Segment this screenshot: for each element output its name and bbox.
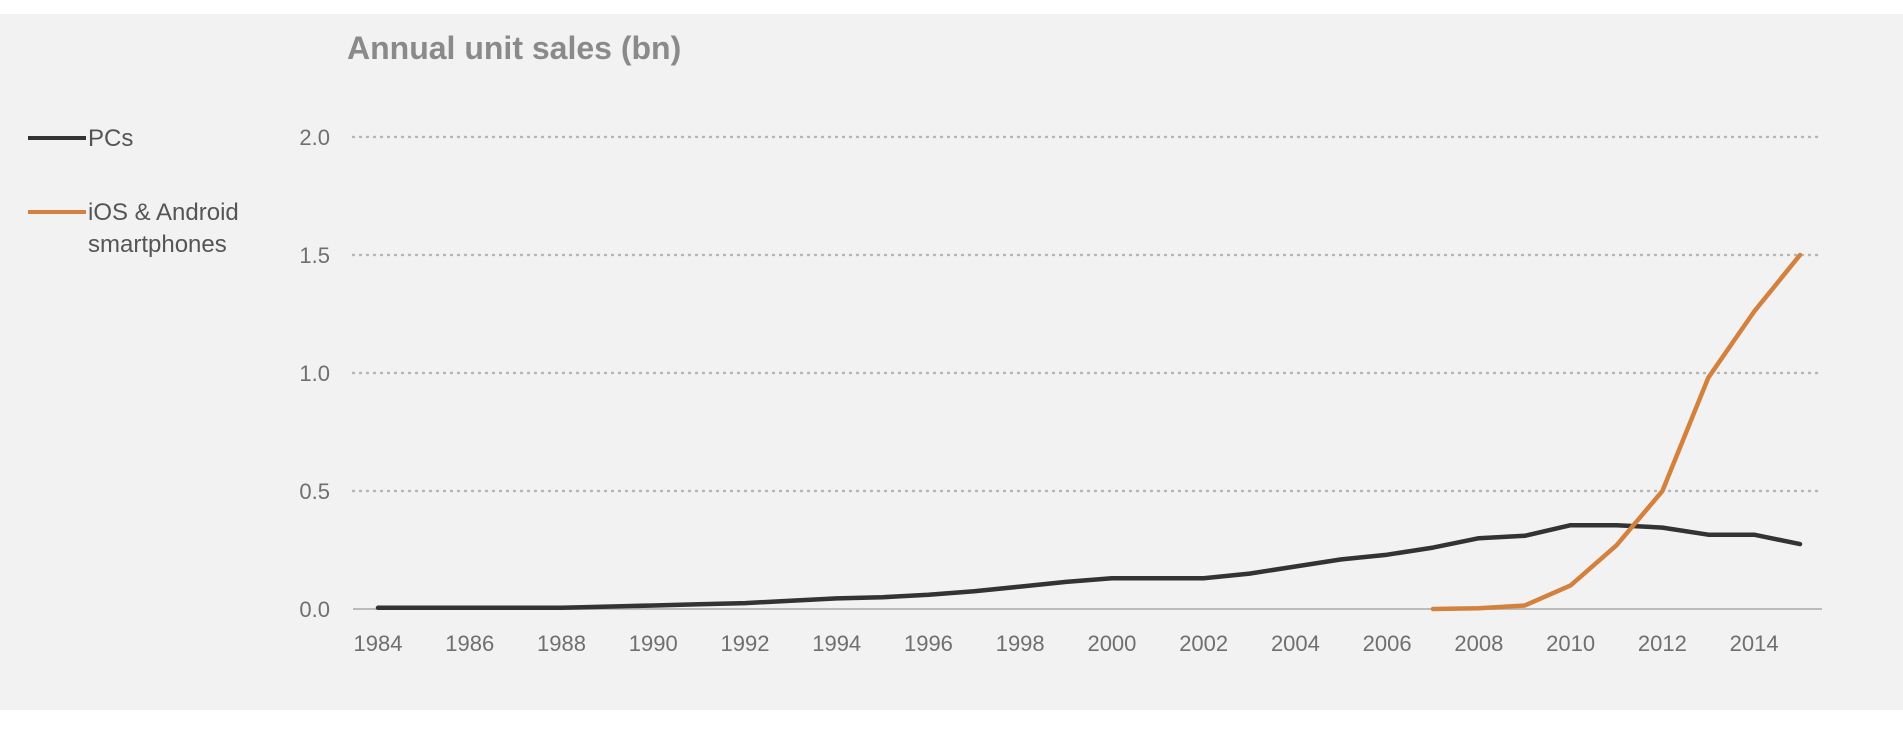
- x-tick-label: 1996: [904, 631, 953, 656]
- x-axis-ticks: 1984 1986 1988 1990 1992 1994 1996 1998 2000 2002…: [354, 631, 1779, 656]
- legend-label: PCs: [88, 125, 133, 152]
- chart-panel: Annual unit sales (bn) PCs iOS & Android s…: [0, 14, 1903, 710]
- y-tick-label: 1.0: [299, 361, 330, 386]
- x-tick-label: 1986: [445, 631, 494, 656]
- x-tick-label: 1990: [629, 631, 678, 656]
- x-tick-label: 1998: [996, 631, 1045, 656]
- x-tick-label: 2008: [1454, 631, 1503, 656]
- gridlines: [351, 135, 1824, 493]
- x-tick-label: 2010: [1546, 631, 1595, 656]
- chart-title: Annual unit sales (bn): [347, 30, 681, 66]
- legend-label: iOS & Android: [88, 199, 239, 226]
- x-tick-label: 1984: [354, 631, 403, 656]
- x-tick-label: 2002: [1179, 631, 1228, 656]
- series-line-1: [375, 522, 1803, 611]
- x-tick-label: 2012: [1638, 631, 1687, 656]
- series-lines: [375, 252, 1803, 612]
- x-tick-label: 1992: [720, 631, 769, 656]
- x-tick-label: 2004: [1271, 631, 1320, 656]
- x-tick-label: 2014: [1730, 631, 1779, 656]
- x-tick-label: 2006: [1363, 631, 1412, 656]
- legend: PCs iOS & Android smartphones: [28, 125, 239, 258]
- legend-label: smartphones: [88, 231, 227, 258]
- y-axis-ticks: 0.0 0.5 1.0 1.5 2.0: [299, 125, 330, 622]
- x-tick-label: 2000: [1087, 631, 1136, 656]
- series-line-2: [1430, 252, 1803, 612]
- line-chart: Annual unit sales (bn) PCs iOS & Android s…: [28, 30, 1824, 656]
- y-tick-label: 0.0: [299, 597, 330, 622]
- y-tick-label: 1.5: [299, 243, 330, 268]
- x-tick-label: 1988: [537, 631, 586, 656]
- x-tick-label: 1994: [812, 631, 861, 656]
- y-tick-label: 2.0: [299, 125, 330, 150]
- y-tick-label: 0.5: [299, 479, 330, 504]
